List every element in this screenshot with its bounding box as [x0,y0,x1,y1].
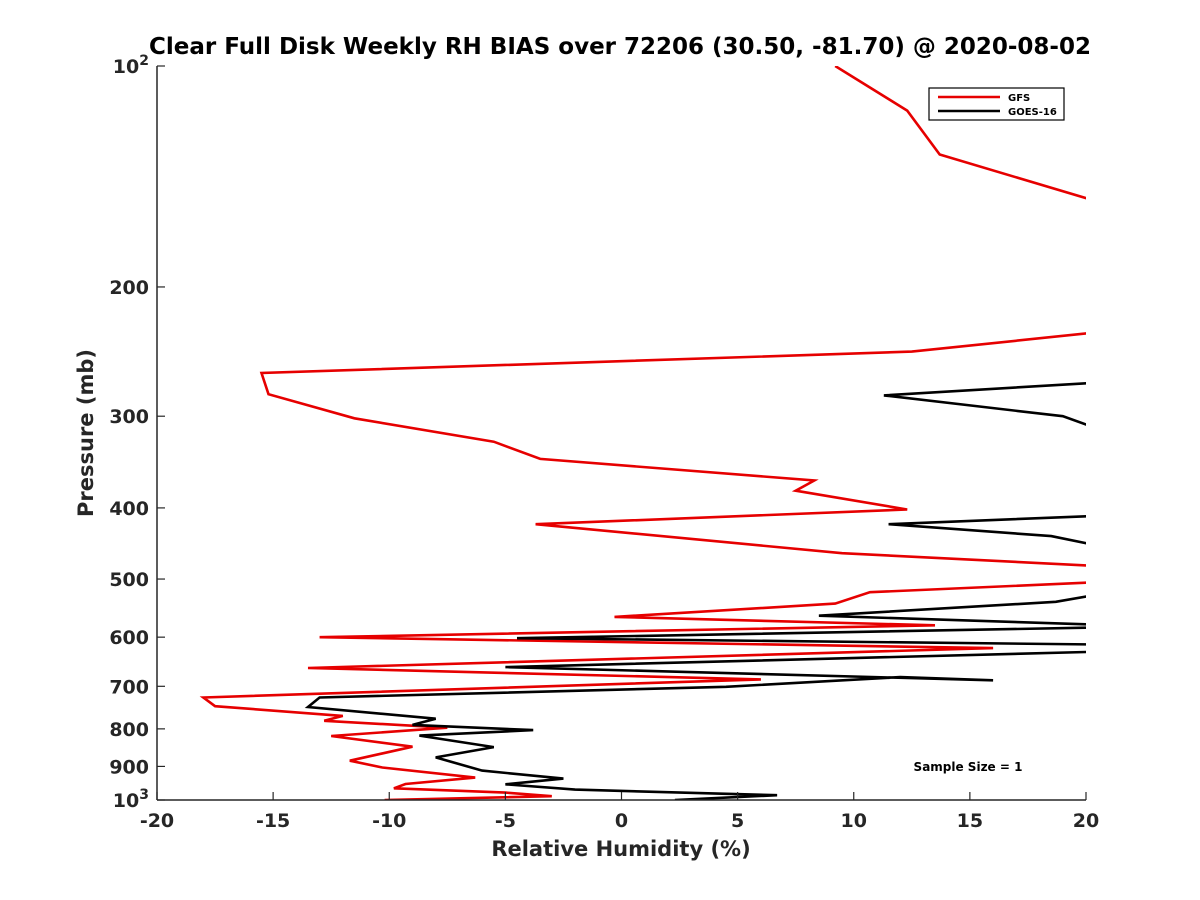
x-tick-label: 5 [731,810,744,832]
x-tick-label: 10 [841,810,867,832]
y-tick-label: 103 [113,787,149,812]
x-tick-label: -20 [140,810,174,832]
y-tick-label: 500 [109,569,149,591]
chart-title: Clear Full Disk Weekly RH BIAS over 7220… [149,34,1091,60]
x-tick-label: -5 [495,810,516,832]
y-tick-label: 102 [113,53,149,78]
legend: GFS GOES-16 [928,87,1065,121]
y-tick-label: 900 [109,756,149,778]
x-tick-label: 20 [1073,810,1099,832]
x-tick-label: 0 [615,810,628,832]
legend-label-gfs: GFS [1008,93,1030,104]
y-tick-label: 700 [109,676,149,698]
x-tick-label: -15 [256,810,290,832]
x-tick-label: 15 [957,810,983,832]
y-tick-label: 300 [109,406,149,428]
x-tick-label: -10 [372,810,406,832]
series-line-goes16 [304,381,1086,800]
y-tick-label: 800 [109,719,149,741]
legend-label-goes16: GOES-16 [1008,107,1057,118]
y-axis-label: Pressure (mb) [74,349,98,517]
x-axis-label: Relative Humidity (%) [491,837,750,861]
y-ticks: 102 200 300 400 500 600 700 800 900 103 [109,53,165,812]
series-layer [199,66,1086,800]
series-line-gfs [199,66,1086,800]
sample-size-annotation: Sample Size = 1 [914,760,1023,774]
y-tick-label: 400 [109,498,149,520]
x-ticks: -20 -15 -10 -5 0 5 10 15 20 [140,792,1099,832]
y-tick-label: 600 [109,627,149,649]
plot-area: -20 -15 -10 -5 0 5 10 15 20 102 200 300 400 500 600 70… [109,53,1099,832]
legend-box [928,87,1065,121]
y-tick-label: 200 [109,277,149,299]
